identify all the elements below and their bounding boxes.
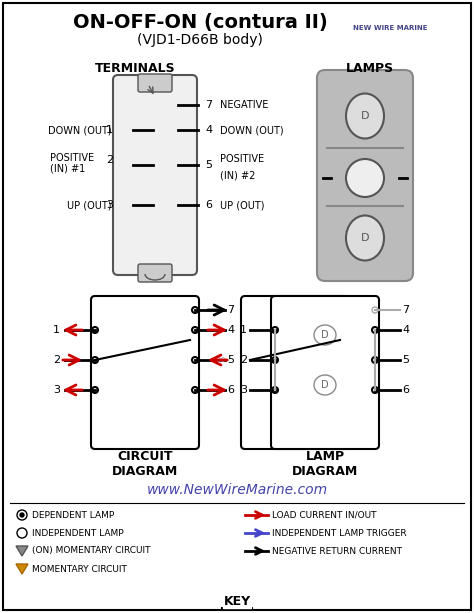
Circle shape xyxy=(372,357,378,363)
Ellipse shape xyxy=(314,325,336,345)
Text: (ON) MOMENTARY CIRCUIT: (ON) MOMENTARY CIRCUIT xyxy=(32,547,151,555)
Text: UP (OUT): UP (OUT) xyxy=(220,200,264,210)
Text: 1: 1 xyxy=(53,325,60,335)
Circle shape xyxy=(272,387,278,393)
FancyBboxPatch shape xyxy=(91,296,199,449)
Text: TERMINALS: TERMINALS xyxy=(95,61,175,75)
Text: D: D xyxy=(321,380,329,390)
Text: (IN) #2: (IN) #2 xyxy=(220,170,255,180)
Circle shape xyxy=(192,357,198,363)
Ellipse shape xyxy=(346,216,384,261)
FancyBboxPatch shape xyxy=(113,75,197,275)
Circle shape xyxy=(192,387,198,393)
Polygon shape xyxy=(16,546,28,556)
Ellipse shape xyxy=(346,159,384,197)
Circle shape xyxy=(192,307,198,313)
Text: NEW WIRE MARINE: NEW WIRE MARINE xyxy=(353,25,427,31)
Text: UP (OUT): UP (OUT) xyxy=(67,200,112,210)
Circle shape xyxy=(17,528,27,538)
Circle shape xyxy=(20,513,24,517)
Text: 6: 6 xyxy=(227,385,234,395)
Text: DOWN (OUT): DOWN (OUT) xyxy=(220,125,283,135)
Text: POSITIVE: POSITIVE xyxy=(50,153,94,163)
Circle shape xyxy=(17,510,27,520)
Circle shape xyxy=(192,327,198,333)
Text: 4: 4 xyxy=(227,325,234,335)
Text: KEY: KEY xyxy=(223,595,251,608)
Text: ON-OFF-ON (contura II): ON-OFF-ON (contura II) xyxy=(73,12,328,31)
Text: 4: 4 xyxy=(205,125,212,135)
Polygon shape xyxy=(16,564,28,574)
Text: D: D xyxy=(361,233,369,243)
FancyBboxPatch shape xyxy=(241,296,349,449)
Text: 5: 5 xyxy=(227,355,234,365)
Ellipse shape xyxy=(314,375,336,395)
Text: LAMP
DIAGRAM: LAMP DIAGRAM xyxy=(292,450,358,478)
Text: DOWN (OUT): DOWN (OUT) xyxy=(48,125,112,135)
Text: 7: 7 xyxy=(402,305,409,315)
Text: 6: 6 xyxy=(205,200,212,210)
Text: (VJD1-D66B body): (VJD1-D66B body) xyxy=(137,33,263,47)
Text: D: D xyxy=(321,330,329,340)
Text: 1: 1 xyxy=(240,325,247,335)
FancyBboxPatch shape xyxy=(271,296,379,449)
FancyBboxPatch shape xyxy=(317,70,413,281)
Text: www.NewWireMarine.com: www.NewWireMarine.com xyxy=(146,483,328,497)
Text: 2: 2 xyxy=(240,355,247,365)
Circle shape xyxy=(92,387,98,393)
Circle shape xyxy=(372,307,378,313)
Text: DEPENDENT LAMP: DEPENDENT LAMP xyxy=(32,511,114,519)
Circle shape xyxy=(372,387,378,393)
Text: 2: 2 xyxy=(53,355,60,365)
Circle shape xyxy=(92,327,98,333)
Text: 4: 4 xyxy=(402,325,409,335)
Circle shape xyxy=(92,357,98,363)
Text: INDEPENDENT LAMP TRIGGER: INDEPENDENT LAMP TRIGGER xyxy=(272,528,407,538)
Text: 7: 7 xyxy=(205,100,212,110)
Text: 7: 7 xyxy=(227,305,234,315)
FancyBboxPatch shape xyxy=(138,264,172,282)
Text: 6: 6 xyxy=(402,385,409,395)
Text: POSITIVE: POSITIVE xyxy=(220,154,264,164)
Text: LAMPS: LAMPS xyxy=(346,61,394,75)
Text: ∞: ∞ xyxy=(214,353,226,367)
Text: MOMENTARY CIRCUIT: MOMENTARY CIRCUIT xyxy=(32,565,127,574)
Circle shape xyxy=(272,357,278,363)
Text: 1: 1 xyxy=(106,125,113,135)
Text: 3: 3 xyxy=(240,385,247,395)
Text: NEGATIVE RETURN CURRENT: NEGATIVE RETURN CURRENT xyxy=(272,547,402,555)
Text: CIRCUIT
DIAGRAM: CIRCUIT DIAGRAM xyxy=(112,450,178,478)
Text: 2: 2 xyxy=(106,155,113,165)
Text: 5: 5 xyxy=(402,355,409,365)
FancyBboxPatch shape xyxy=(138,74,172,92)
Text: D: D xyxy=(361,111,369,121)
Text: INDEPENDENT LAMP: INDEPENDENT LAMP xyxy=(32,528,124,538)
Text: 3: 3 xyxy=(53,385,60,395)
Circle shape xyxy=(272,327,278,333)
Text: 5: 5 xyxy=(205,160,212,170)
Text: 3: 3 xyxy=(106,200,113,210)
Text: LOAD CURRENT IN/OUT: LOAD CURRENT IN/OUT xyxy=(272,511,376,519)
Text: NEGATIVE: NEGATIVE xyxy=(220,100,268,110)
Ellipse shape xyxy=(346,94,384,139)
Text: (IN) #1: (IN) #1 xyxy=(50,163,85,173)
Circle shape xyxy=(372,327,378,333)
